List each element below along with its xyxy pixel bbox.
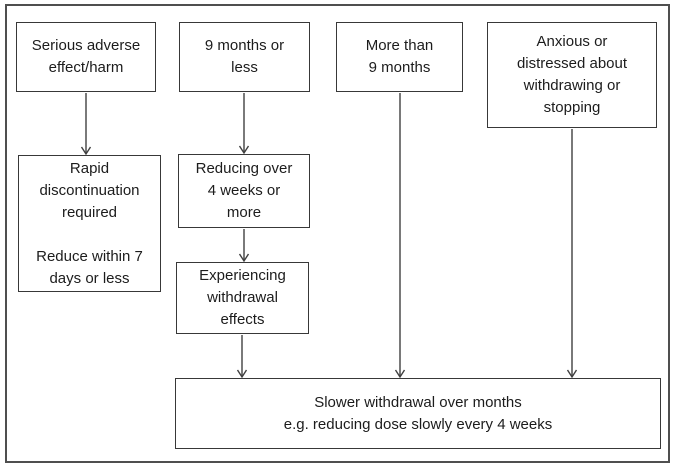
node-reducing-over-4-weeks: Reducing over 4 weeks or more [178,154,310,228]
node-rapid-discontinuation: Rapid discontinuation required Reduce wi… [18,155,161,292]
node-serious-adverse-effect: Serious adverse effect/harm [16,22,156,92]
node-more-than-nine-months: More than 9 months [336,22,463,92]
node-anxious-or-distressed: Anxious or distressed about withdrawing … [487,22,657,128]
node-nine-months-or-less: 9 months or less [179,22,310,92]
node-slower-withdrawal: Slower withdrawal over months e.g. reduc… [175,378,661,449]
node-experiencing-withdrawal-effects: Experiencing withdrawal effects [176,262,309,334]
diagram-outer-border [5,4,670,463]
